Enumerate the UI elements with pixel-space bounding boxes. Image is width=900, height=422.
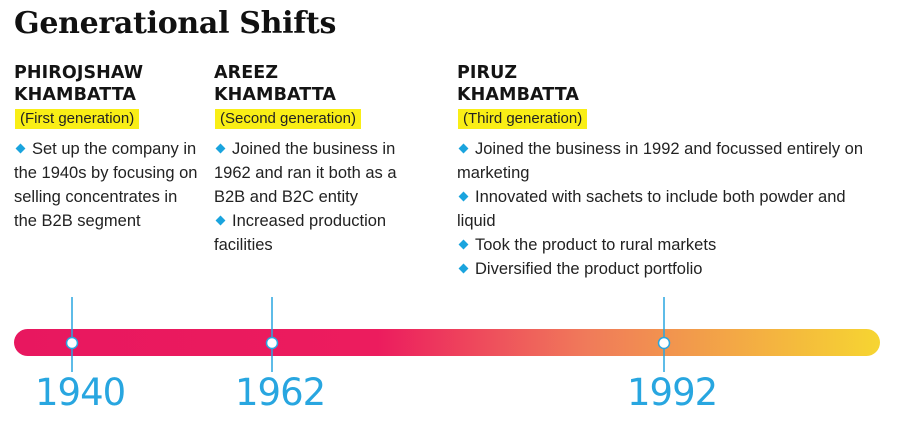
- diamond-bullet-icon: [15, 143, 26, 154]
- name-line-2: KHAMBATTA: [457, 85, 580, 105]
- person-name: PHIROJSHAW KHAMBATTA: [14, 62, 200, 106]
- person-name: AREEZ KHAMBATTA: [214, 62, 414, 106]
- name-line-1: AREEZ: [214, 63, 279, 83]
- person-name: PIRUZ KHAMBATTA: [457, 62, 877, 106]
- timeline-marker-1962: [265, 336, 279, 350]
- generation-second: AREEZ KHAMBATTA (Second generation) Join…: [214, 62, 414, 257]
- bullet-list: Joined the business in 1962 and ran it b…: [214, 137, 414, 257]
- generation-third: PIRUZ KHAMBATTA (Third generation) Joine…: [457, 62, 877, 281]
- list-item: Set up the company in the 1940s by focus…: [14, 140, 198, 230]
- timeline-marker-1940: [65, 336, 79, 350]
- year-label-1940: 1940: [35, 371, 126, 414]
- list-item: Took the product to rural markets: [457, 233, 877, 257]
- name-line-2: KHAMBATTA: [214, 85, 337, 105]
- timeline-marker-1992: [657, 336, 671, 350]
- page-title: Generational Shifts: [14, 6, 337, 41]
- name-line-1: PHIROJSHAW: [14, 63, 144, 83]
- generation-first: PHIROJSHAW KHAMBATTA (First generation) …: [14, 62, 200, 233]
- name-line-1: PIRUZ: [457, 63, 518, 83]
- year-label-1962: 1962: [235, 371, 326, 414]
- generation-label: (Third generation): [458, 109, 588, 129]
- generation-label: (First generation): [15, 109, 140, 129]
- year-label-1992: 1992: [627, 371, 718, 414]
- diamond-bullet-icon: [215, 143, 226, 154]
- diamond-bullet-icon: [458, 239, 469, 250]
- diamond-bullet-icon: [458, 263, 469, 274]
- list-item: Diversified the product portfolio: [457, 257, 877, 281]
- list-item: Joined the business in 1992 and focussed…: [457, 140, 864, 182]
- list-item: Increased production facilities: [214, 212, 387, 254]
- diamond-bullet-icon: [458, 143, 469, 154]
- timeline-bar: [14, 329, 880, 356]
- list-item: Joined the business in 1962 and ran it b…: [214, 140, 397, 206]
- bullet-list: Joined the business in 1992 and focussed…: [457, 137, 877, 281]
- diamond-bullet-icon: [215, 215, 226, 226]
- generation-label: (Second generation): [215, 109, 361, 129]
- diamond-bullet-icon: [458, 191, 469, 202]
- name-line-2: KHAMBATTA: [14, 85, 137, 105]
- bullet-list: Set up the company in the 1940s by focus…: [14, 137, 200, 233]
- list-item: Innovated with sachets to include both p…: [457, 188, 846, 230]
